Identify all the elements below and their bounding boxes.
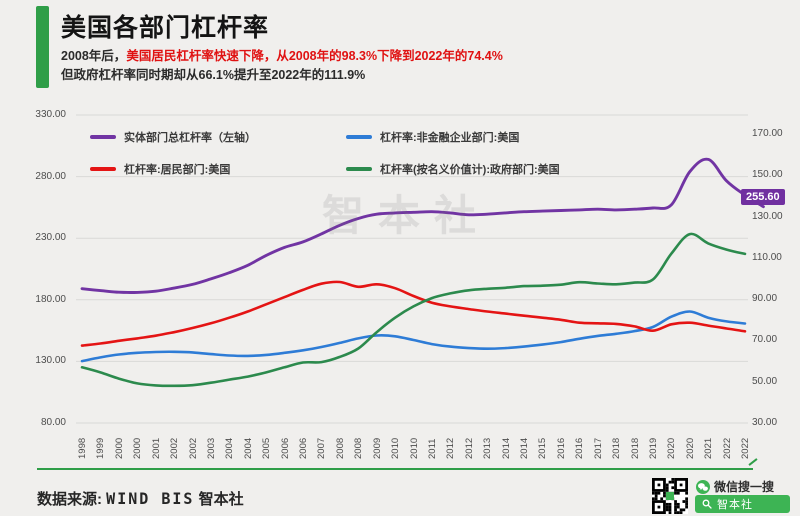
x-axis-label: 2002 <box>187 437 199 459</box>
legend-swatch-purple <box>90 135 116 139</box>
x-axis-label: 2010 <box>390 437 402 459</box>
footer-divider <box>37 468 753 470</box>
series-line-0 <box>80 157 765 294</box>
x-axis-label: 2008 <box>353 437 365 459</box>
brand-search-button[interactable]: 智本社 <box>695 495 790 513</box>
x-axis-label: 2004 <box>224 437 236 459</box>
x-axis-label: 2011 <box>426 438 438 459</box>
y-axis-label-right: 170.00 <box>752 128 783 139</box>
legend-label: 实体部门总杠杆率（左轴） <box>124 132 256 144</box>
y-axis-label-right: 50.00 <box>752 375 778 387</box>
subtitle-highlight: 美国居民杠杆率快速下降，从2008年的98.3%下降到2022年的74.4% <box>126 49 503 63</box>
y-axis-label-left: 180.00 <box>35 293 66 305</box>
x-axis-label: 2018 <box>629 437 641 459</box>
x-axis-label: 2001 <box>150 437 162 459</box>
legend-item-corporate: 杠杆率:非金融企业部门:美国 <box>346 129 519 145</box>
x-axis-label: 2016 <box>574 437 586 459</box>
x-axis-label: 2021 <box>703 437 715 459</box>
y-axis-label-left: 330.00 <box>35 109 66 120</box>
x-axis-label: 2002 <box>169 437 181 459</box>
x-axis-label: 2022 <box>740 437 751 459</box>
x-axis-label: 2019 <box>647 437 659 459</box>
x-axis-label: 2022 <box>721 437 733 459</box>
x-axis-label: 2017 <box>592 437 604 459</box>
y-axis-label-left: 230.00 <box>35 232 66 244</box>
x-axis-label: 2013 <box>482 437 494 459</box>
x-axis-label: 2006 <box>279 437 291 459</box>
page-title: 美国各部门杠杆率 <box>61 14 270 42</box>
legend-swatch-red <box>90 167 116 171</box>
x-axis-label: 2012 <box>445 437 457 459</box>
y-axis-label-right: 90.00 <box>752 293 778 305</box>
source-brand: WIND BIS <box>106 489 195 509</box>
subtitle-line2: 但政府杠杆率同时期却从66.1%提升至2022年的111.9% <box>61 68 366 82</box>
y-axis-label-right: 150.00 <box>752 169 783 181</box>
legend-swatch-green <box>346 167 372 171</box>
search-button-label: 智本社 <box>717 499 753 511</box>
x-axis-label: 2014 <box>500 437 512 459</box>
legend-item-government: 杠杆率(按名义价值计):政府部门:美国 <box>346 161 560 177</box>
series-line-1 <box>80 310 747 363</box>
watermark: 智本社 <box>322 192 491 239</box>
legend-swatch-blue <box>346 135 372 139</box>
x-axis-label: 2003 <box>205 437 217 459</box>
x-axis-label: 2009 <box>371 437 383 459</box>
wechat-search-label: 微信搜一搜 <box>714 480 775 494</box>
data-source: 数据来源: WIND BIS 智本社 <box>37 488 244 509</box>
x-axis-label: 2007 <box>316 437 328 459</box>
legend-label: 杠杆率(按名义价值计):政府部门:美国 <box>380 164 560 176</box>
series-line-2 <box>80 280 747 347</box>
x-axis-label: 2000 <box>113 437 125 459</box>
wechat-icon <box>696 479 710 494</box>
search-icon <box>702 499 712 509</box>
source-label: 数据来源: <box>37 491 102 508</box>
x-axis-label: 2004 <box>242 437 254 459</box>
legend-item-household: 杠杆率:居民部门:美国 <box>90 161 230 177</box>
x-axis-label: 2020 <box>666 437 678 459</box>
subtitle-prefix: 2008年后， <box>61 49 127 63</box>
wechat-search-hint: 微信搜一搜 <box>696 478 774 495</box>
x-axis-label: 2018 <box>611 437 623 459</box>
x-axis-label: 2014 <box>519 437 530 459</box>
x-axis-label: 2010 <box>408 437 420 459</box>
legend-label: 杠杆率:居民部门:美国 <box>124 164 231 176</box>
series-end-value-badge: 255.60 <box>741 189 785 205</box>
x-axis-label: 1999 <box>95 437 107 459</box>
title-accent-bar <box>36 6 49 88</box>
y-axis-label-right: 110.00 <box>752 251 782 263</box>
subtitle-line1: 2008年后，美国居民杠杆率快速下降，从2008年的98.3%下降到2022年的… <box>61 47 503 66</box>
y-axis-label-right: 130.00 <box>752 210 783 222</box>
y-axis-label-left: 130.00 <box>35 355 66 367</box>
subtitle: 2008年后，美国居民杠杆率快速下降，从2008年的98.3%下降到2022年的… <box>61 47 503 85</box>
x-axis-label: 2008 <box>334 437 346 459</box>
y-axis-label-right: 30.00 <box>752 417 778 428</box>
source-suffix: 智本社 <box>198 491 244 508</box>
y-axis-label-left: 280.00 <box>35 170 66 182</box>
x-axis-label: 2012 <box>463 437 475 459</box>
legend-item-total: 实体部门总杠杆率（左轴） <box>90 129 256 145</box>
qr-code <box>652 478 688 514</box>
y-axis-label-right: 70.00 <box>752 334 778 346</box>
series-line-3 <box>80 232 747 388</box>
y-axis-label-left: 80.00 <box>40 417 66 428</box>
x-axis-label: 2015 <box>537 437 549 459</box>
x-axis-label: 2006 <box>298 437 309 459</box>
x-axis-label: 1998 <box>77 437 88 459</box>
x-axis-label: 2005 <box>261 437 273 459</box>
legend-label: 杠杆率:非金融企业部门:美国 <box>380 132 520 144</box>
x-axis-label: 2020 <box>684 437 696 459</box>
x-axis-label: 2016 <box>555 437 567 459</box>
x-axis-label: 2000 <box>132 437 144 459</box>
